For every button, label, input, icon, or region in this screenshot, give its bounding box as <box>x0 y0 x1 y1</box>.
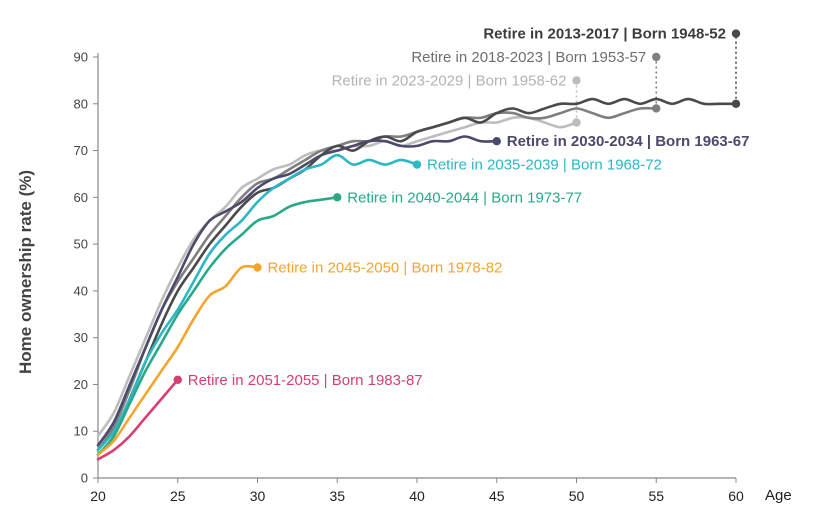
series-line-6 <box>96 196 339 456</box>
series-end-point-2 <box>652 104 661 113</box>
y-tick-label: 70 <box>74 143 88 158</box>
axes: 0 10 20 30 40 50 60 70 80 90 20 25 30 35 40 45 50 55 60 <box>74 50 744 505</box>
series-label-born: Born 1963-67 <box>655 133 749 150</box>
series-marker-4 <box>492 137 501 146</box>
series-marker-3 <box>572 76 581 85</box>
series-label-6: Retire in 2040-2044 | Born 1973-77 <box>347 189 582 206</box>
series-label-born: Born 1978-82 <box>412 260 503 277</box>
series-label-separator: | <box>399 260 411 277</box>
series-label-retire: Retire in 2030-2034 <box>507 133 644 150</box>
x-tick-label: 50 <box>569 488 585 504</box>
x-tick-label: 25 <box>170 488 186 504</box>
series-label-born: Born 1973-77 <box>491 189 582 206</box>
series-marker-2 <box>652 52 661 62</box>
series-marker-7 <box>253 263 262 272</box>
series-line-5 <box>96 153 419 452</box>
series-label-born: Born 1983-87 <box>332 372 423 389</box>
x-axis-label: Age <box>765 487 792 504</box>
series-line-4 <box>96 135 499 447</box>
annotation-layer: Retire in 2013-2017 | Born 1948-52Retire… <box>188 26 750 389</box>
series-label-retire: Retire in 2040-2044 <box>347 189 479 206</box>
series-marker-1 <box>731 29 741 38</box>
series-label-separator: | <box>643 133 656 150</box>
y-tick-label: 60 <box>74 190 88 205</box>
series-label-retire: Retire in 2023-2029 <box>332 72 464 89</box>
y-tick-label: 10 <box>74 424 88 439</box>
series-marker-8 <box>173 375 182 384</box>
y-tick-label: 40 <box>74 283 88 298</box>
x-tick-label: 35 <box>329 488 345 504</box>
series-label-born: Born 1948-52 <box>632 26 726 43</box>
y-tick-label: 0 <box>81 471 88 486</box>
series-label-born: Born 1958-62 <box>476 72 567 89</box>
series-label-separator: | <box>320 372 332 389</box>
series-label-2: Retire in 2018-2023 | Born 1953-57 <box>411 49 646 66</box>
y-tick-label: 30 <box>74 330 88 345</box>
x-tick-label: 60 <box>728 488 744 504</box>
series-marker-5 <box>412 160 422 169</box>
series-label-7: Retire in 2045-2050 | Born 1978-82 <box>268 260 503 277</box>
series-marker-6 <box>333 193 342 202</box>
series-label-separator: | <box>463 72 475 89</box>
series-line-7 <box>96 264 259 456</box>
series-line-8 <box>96 378 180 461</box>
x-tick-label: 40 <box>409 488 425 504</box>
series-end-point-1 <box>731 99 741 108</box>
series-label-separator: | <box>619 26 632 43</box>
series-label-3: Retire in 2023-2029 | Born 1958-62 <box>332 72 567 89</box>
series-label-born: Born 1953-57 <box>555 49 646 66</box>
series-label-retire: Retire in 2045-2050 <box>268 260 400 277</box>
series-label-separator: | <box>543 49 555 66</box>
series-label-retire: Retire in 2013-2017 <box>483 26 619 43</box>
y-tick-label: 90 <box>74 50 88 65</box>
series-label-separator: | <box>479 189 491 206</box>
x-tick-label: 30 <box>250 488 266 504</box>
series-label-4: Retire in 2030-2034 | Born 1963-67 <box>507 133 750 150</box>
y-tick-label: 80 <box>74 96 88 111</box>
series-label-born: Born 1968-72 <box>571 157 662 174</box>
y-tick-label: 20 <box>74 377 88 392</box>
y-axis-label: Home ownership rate (%) <box>16 170 35 374</box>
series-label-retire: Retire in 2051-2055 <box>188 372 320 389</box>
series-label-8: Retire in 2051-2055 | Born 1983-87 <box>188 372 423 389</box>
series-label-1: Retire in 2013-2017 | Born 1948-52 <box>483 26 726 43</box>
x-tick-label: 55 <box>648 488 664 504</box>
series-label-retire: Retire in 2035-2039 <box>427 157 559 174</box>
series-end-point-3 <box>572 118 581 127</box>
series-line-1 <box>96 97 738 456</box>
series-label-5: Retire in 2035-2039 | Born 1968-72 <box>427 157 662 174</box>
series-label-separator: | <box>559 157 571 174</box>
series-layer <box>96 29 741 461</box>
series-label-retire: Retire in 2018-2023 <box>411 49 543 66</box>
x-tick-label: 45 <box>489 488 505 504</box>
y-tick-label: 50 <box>74 237 88 252</box>
x-tick-label: 20 <box>90 488 106 504</box>
